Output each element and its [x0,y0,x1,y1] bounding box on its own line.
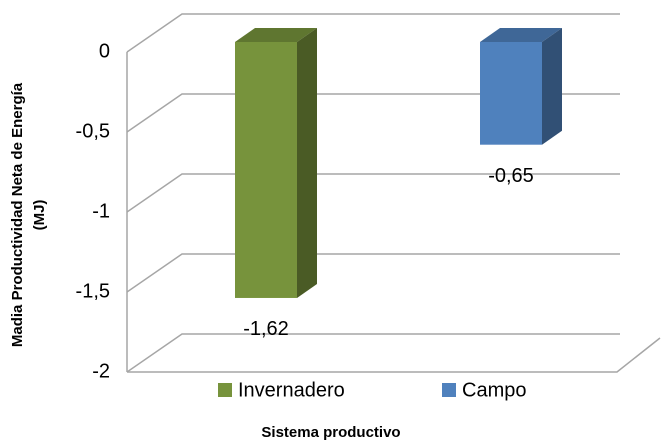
bar-side [297,28,317,298]
grid-line [126,93,620,133]
y-tick-label: -1 [92,200,110,222]
y-tick-label: -2 [92,360,110,382]
floor [127,337,661,373]
grid-line [126,253,620,293]
grid-line [126,13,620,53]
y-tick-label: -1,5 [76,280,110,302]
y-tick-label: -0,5 [76,120,110,142]
y-axis-title: (MJ) [31,200,48,231]
y-axis-title: Madia Productividad Neta de Energía [9,82,26,347]
grid-line [126,333,620,373]
legend-swatch [442,383,456,397]
legend-label: Invernadero [238,379,345,401]
grid-line [126,173,620,213]
x-axis-title: Sistema productivo [261,424,400,441]
data-label: -1,62 [243,318,289,340]
bar [235,42,297,298]
bar-side [542,28,562,145]
bar-top [235,28,317,42]
legend-label: Campo [462,379,526,401]
y-tick-label: 0 [99,40,110,62]
bar-top [480,28,562,42]
data-label: -0,65 [488,165,534,187]
legend-swatch [218,383,232,397]
bar [480,42,542,145]
